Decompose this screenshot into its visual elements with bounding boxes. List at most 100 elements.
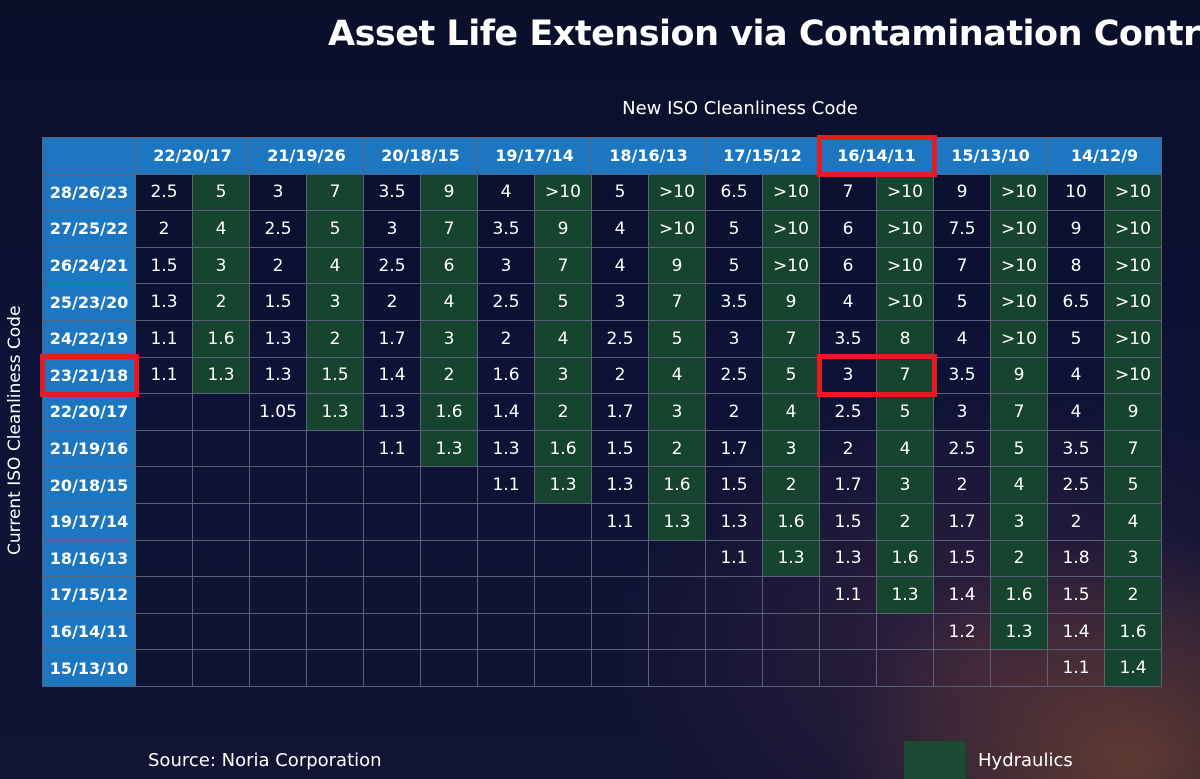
hydraulics-value-cell: >10 xyxy=(534,173,592,212)
row-header: 22/20/17 xyxy=(42,393,136,431)
value-cell xyxy=(135,649,193,687)
hydraulics-value-cell: 3 xyxy=(534,356,592,395)
value-cell: 4 xyxy=(933,319,991,358)
value-cell xyxy=(135,466,193,504)
value-cell xyxy=(705,612,763,651)
value-cell: 6 xyxy=(819,210,877,248)
hydraulics-value-cell: 8 xyxy=(876,319,934,358)
value-cell xyxy=(420,502,478,541)
source-note: Source: Noria Corporation xyxy=(148,750,382,771)
hydraulics-value-cell: >10 xyxy=(762,210,820,248)
value-cell xyxy=(135,393,193,431)
value-cell: 5 xyxy=(705,246,763,285)
value-cell: 5 xyxy=(933,283,991,321)
hydraulics-value-cell: >10 xyxy=(648,173,706,212)
hydraulics-value-cell: 9 xyxy=(1104,393,1162,431)
value-cell: 1.1 xyxy=(135,356,193,395)
value-cell xyxy=(420,466,478,504)
value-cell: 1.05 xyxy=(249,393,307,431)
value-cell: 3 xyxy=(705,319,763,358)
value-cell xyxy=(477,539,535,578)
hydraulics-value-cell: 2 xyxy=(876,502,934,541)
value-cell: 2 xyxy=(819,429,877,468)
value-cell xyxy=(249,576,307,614)
value-cell xyxy=(306,539,364,578)
value-cell xyxy=(762,649,820,687)
value-cell xyxy=(192,466,250,504)
value-cell: 1.5 xyxy=(819,502,877,541)
row-header: 18/16/13 xyxy=(42,539,136,578)
value-cell: 2 xyxy=(477,319,535,358)
hydraulics-value-cell: 2 xyxy=(306,319,364,358)
hydraulics-value-cell: 1.5 xyxy=(306,356,364,395)
value-cell xyxy=(135,429,193,468)
hydraulics-value-cell: 1.3 xyxy=(192,356,250,395)
value-cell xyxy=(249,612,307,651)
value-cell xyxy=(249,502,307,541)
hydraulics-value-cell: >10 xyxy=(876,210,934,248)
table-row: 23/21/18 1.1 1.3 1.3 1.5 1.4 2 1.6 3 2 4 2.5 5 3 7 3.5 9… xyxy=(42,356,1162,395)
value-cell: 1.3 xyxy=(249,356,307,395)
value-cell: 2.5 xyxy=(249,210,307,248)
hydraulics-value-cell: 4 xyxy=(192,210,250,248)
hydraulics-value-cell: 1.3 xyxy=(420,429,478,468)
column-header: 17/15/12 xyxy=(705,137,820,175)
value-cell xyxy=(648,539,706,578)
value-cell xyxy=(477,576,535,614)
value-cell: 1.4 xyxy=(477,393,535,431)
row-header: 28/26/23 xyxy=(42,173,136,212)
value-cell xyxy=(477,612,535,651)
hydraulics-value-cell: >10 xyxy=(990,283,1048,321)
value-cell xyxy=(306,649,364,687)
value-cell xyxy=(591,576,649,614)
value-cell: 1.7 xyxy=(819,466,877,504)
hydraulics-value-cell: 9 xyxy=(420,173,478,212)
value-cell: 1.1 xyxy=(135,319,193,358)
value-cell: 5 xyxy=(705,210,763,248)
value-cell xyxy=(306,612,364,651)
hydraulics-value-cell: 7 xyxy=(876,356,934,395)
value-cell xyxy=(819,649,877,687)
value-cell: 2 xyxy=(933,466,991,504)
value-cell xyxy=(192,612,250,651)
x-axis-label: New ISO Cleanliness Code xyxy=(622,98,858,119)
value-cell: 2.5 xyxy=(1047,466,1105,504)
value-cell: 2.5 xyxy=(477,283,535,321)
hydraulics-value-cell: >10 xyxy=(762,173,820,212)
hydraulics-value-cell: 3 xyxy=(990,502,1048,541)
legend-label-hydraulics: Hydraulics xyxy=(978,750,1073,771)
hydraulics-value-cell: 5 xyxy=(762,356,820,395)
value-cell xyxy=(363,576,421,614)
value-cell xyxy=(933,649,991,687)
column-header: 22/20/17 xyxy=(135,137,250,175)
hydraulics-value-cell: 3 xyxy=(306,283,364,321)
table-row: 15/13/10 1.1 1.4 xyxy=(42,649,1162,687)
table-row: 17/15/12 1.1 1.3 1.4 1.6 1.5 2 xyxy=(42,576,1162,614)
legend-swatch-hydraulics xyxy=(904,741,966,779)
row-header: 26/24/21 xyxy=(42,246,136,285)
value-cell xyxy=(135,539,193,578)
value-cell xyxy=(249,539,307,578)
value-cell: 5 xyxy=(1047,319,1105,358)
hydraulics-value-cell: >10 xyxy=(876,283,934,321)
value-cell: 1.1 xyxy=(591,502,649,541)
value-cell: 1.1 xyxy=(477,466,535,504)
value-cell xyxy=(420,576,478,614)
value-cell: 1.2 xyxy=(933,612,991,651)
hydraulics-value-cell: 2 xyxy=(1104,576,1162,614)
row-header: 17/15/12 xyxy=(42,576,136,614)
value-cell: 4 xyxy=(1047,393,1105,431)
value-cell: 2 xyxy=(249,246,307,285)
value-cell xyxy=(306,429,364,468)
row-header: 27/25/22 xyxy=(42,210,136,248)
value-cell xyxy=(591,539,649,578)
value-cell xyxy=(762,576,820,614)
hydraulics-value-cell: 3 xyxy=(192,246,250,285)
hydraulics-value-cell: 7 xyxy=(648,283,706,321)
hydraulics-value-cell: 1.6 xyxy=(192,319,250,358)
value-cell xyxy=(534,539,592,578)
value-cell: 1.5 xyxy=(1047,576,1105,614)
value-cell xyxy=(705,576,763,614)
table-row: 27/25/22 2 4 2.5 5 3 7 3.5 9 4 >10 5 >10 6 >10 7.5 >10 9 >… xyxy=(42,210,1162,248)
table-row: 20/18/15 1.1 1.3 1.3 1.6 1.5 2 1.7 3 2 4 2.5 5 xyxy=(42,466,1162,504)
